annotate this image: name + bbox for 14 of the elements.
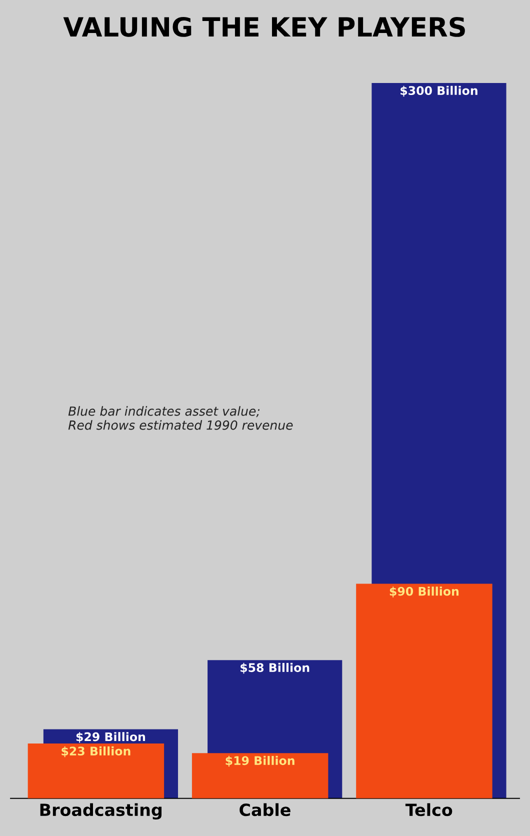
bar [192,753,328,798]
x-tick-label: Broadcasting [40,803,162,820]
data-label: $19 Billion [226,756,294,767]
data-label: $300 Billion [400,86,478,97]
bar [356,584,492,798]
data-label: $23 Billion [62,746,130,758]
data-label: $90 Billion [390,586,459,598]
x-tick-label: Telco [405,803,452,816]
data-label: $58 Billion [240,662,310,674]
data-label: $29 Billion [76,732,146,743]
chart-title: VALUING THE KEY PLAYERS [63,16,465,37]
bar [28,744,164,798]
x-tick-label: Cable [240,803,290,816]
annotation: Blue bar indicates asset value; Red shows estimated 1990 revenue [68,406,293,430]
